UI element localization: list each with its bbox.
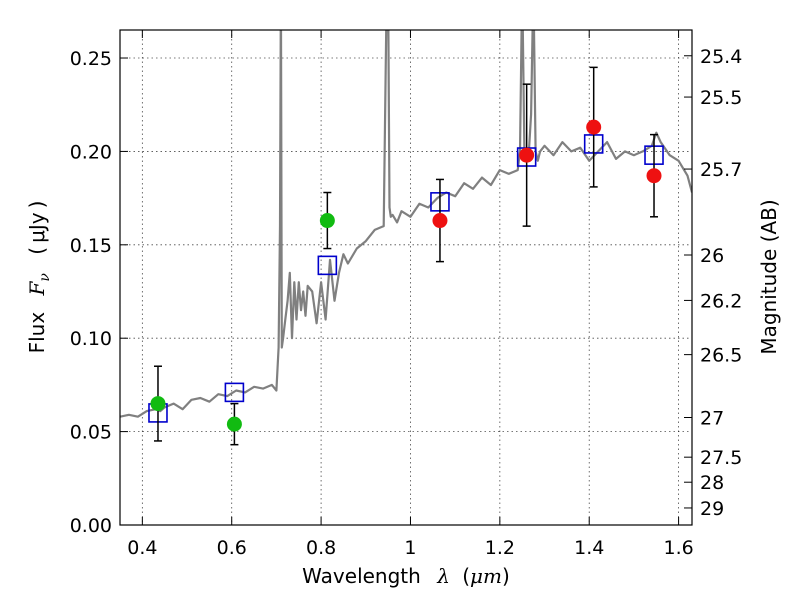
observed-point [519,147,535,163]
observed-point [646,168,662,184]
y2-tick-label: 28 [700,472,724,494]
observed-point [226,416,242,432]
y2-tick-label: 25.4 [700,46,742,68]
y2-tick-label: 29 [700,498,724,520]
y-tick-label: 0.10 [70,328,112,350]
x-axis-label: Wavelength λ (μm) [302,564,510,588]
grid-lines [120,30,692,526]
y-axis-label: Flux Fν (μJy) [25,201,54,354]
observed-point [150,396,166,412]
y-tick-label: 0.25 [70,48,112,70]
observed-point [319,213,335,229]
model-photometry-square [224,382,245,403]
x-tick-label: 1.4 [574,537,604,559]
y2-tick-label: 27 [700,408,724,430]
y2-tick-label: 26.5 [700,345,742,367]
x-tick-label: 0.4 [127,537,157,559]
y-tick-label: 0.20 [70,141,112,163]
observed-point [432,213,448,229]
y2-tick-label: 25.5 [700,87,742,109]
y2-tick-label: 27.5 [700,447,742,469]
observed-point [586,119,602,135]
y-tick-label: 0.05 [70,422,112,444]
y2-tick-label: 25.7 [700,159,742,181]
y2-axis-label: Magnitude (AB) [757,199,781,354]
model-photometry-square [317,255,338,276]
plot-frame [119,29,693,526]
x-tick-label: 1.6 [663,537,693,559]
x-tick-label: 0.8 [306,537,336,559]
spectrum-layer [120,30,692,418]
axes-ticks-layer: 0.4 0.6 0.8 1 1.2 1.4 1.6 0.00 0.05 0.10 0.15 0.20 0… [70,30,742,559]
x-tick-label: 1.2 [485,537,515,559]
y2-tick-label: 26 [700,245,724,267]
y-tick-label: 0.15 [70,235,112,257]
data-points-layer [148,66,664,446]
x-tick-label: 1 [404,537,416,559]
y2-tick-label: 26.2 [700,290,742,312]
spectrum-line [120,30,692,418]
x-tick-label: 0.6 [217,537,247,559]
y-tick-label: 0.00 [70,515,112,537]
